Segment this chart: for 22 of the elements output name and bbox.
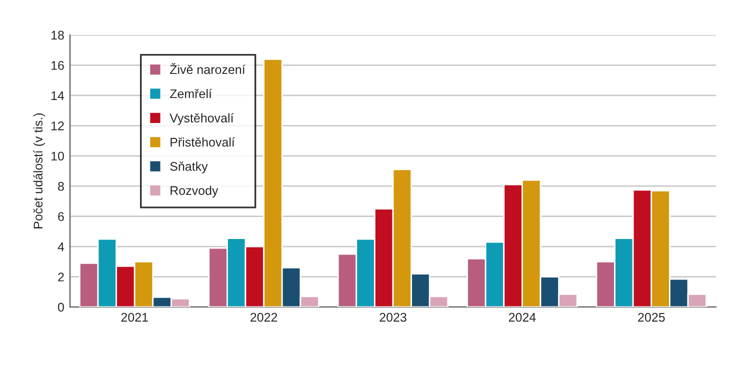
- y-tick-label: 4: [58, 242, 64, 252]
- x-tick-label: 2024: [508, 312, 536, 322]
- y-axis-title: Počet událostí (v tis.): [33, 113, 45, 228]
- y-tick-label: 8: [58, 182, 64, 191]
- y-tick-label: 0: [58, 302, 64, 312]
- y-tick-label: 14: [51, 91, 64, 100]
- y-tick-label: 2: [58, 272, 64, 282]
- x-tick-label: 2021: [121, 312, 148, 322]
- y-tick-label: 16: [51, 61, 64, 70]
- y-tick-label: 12: [51, 121, 64, 130]
- x-tick-label: 2022: [250, 312, 278, 322]
- legend-label: Zemřelí: [170, 88, 212, 98]
- y-tick-label: 18: [51, 30, 64, 40]
- y-tick-label: 6: [58, 212, 64, 221]
- legend-label: Vystěhovalí: [170, 113, 234, 125]
- x-tick-label: 2025: [638, 312, 665, 322]
- x-tick-label: 2023: [380, 312, 406, 322]
- legend-label: Přistěhovalí: [170, 137, 235, 147]
- legend-label: Sňatky: [170, 162, 208, 174]
- y-tick-label: 10: [51, 152, 64, 161]
- legend-label: Rozvody: [170, 186, 218, 198]
- legend-label: Živě narození: [170, 62, 246, 74]
